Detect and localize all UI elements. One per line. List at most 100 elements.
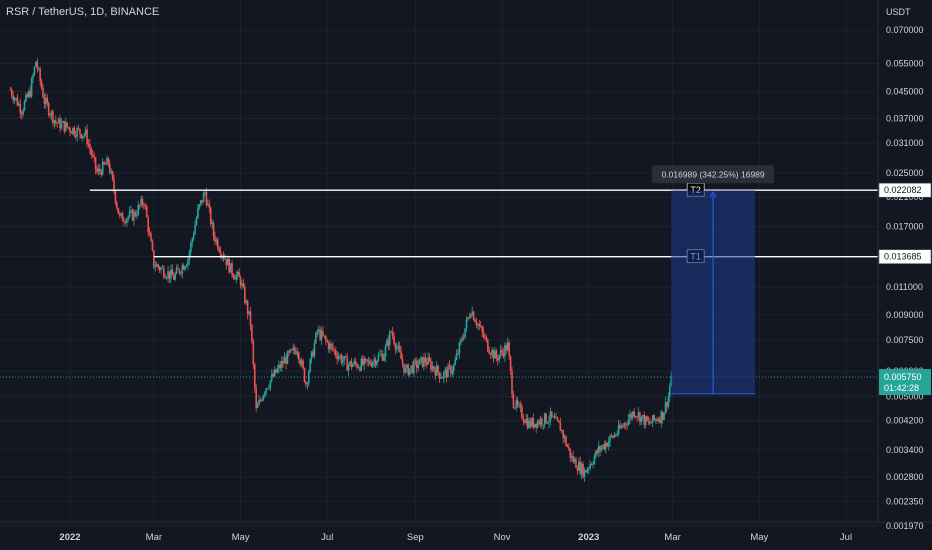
candle-body: [407, 364, 410, 376]
candle-body: [110, 171, 113, 173]
candle-body: [421, 357, 424, 367]
candle: [215, 237, 218, 246]
candle: [190, 240, 192, 257]
candle-body: [262, 395, 265, 401]
candle: [93, 151, 95, 163]
y-tick-label: 0.011000: [886, 282, 923, 292]
candle-body: [376, 361, 378, 365]
candle-body: [353, 361, 356, 365]
candle: [108, 159, 111, 175]
candle-body: [531, 418, 533, 427]
candle-body: [143, 204, 145, 206]
candle-body: [312, 351, 314, 357]
candle: [114, 190, 117, 206]
candle: [289, 348, 292, 354]
candle-body: [411, 365, 414, 373]
candle: [201, 200, 203, 205]
candle: [632, 410, 634, 421]
candle: [339, 354, 341, 360]
candle: [536, 419, 539, 429]
candle-body: [313, 343, 316, 357]
candle: [36, 57, 39, 73]
candle: [562, 429, 564, 444]
candle: [205, 187, 208, 208]
candle-body: [418, 358, 421, 365]
candle: [442, 370, 445, 383]
level-price-badges: 0.022082 0.013685: [878, 182, 932, 264]
time-axis[interactable]: 2022 Mar May Jul Sep Nov 2023 Mar May Jul: [59, 532, 852, 543]
candle-body: [49, 115, 51, 116]
candle: [425, 357, 428, 369]
projection-box[interactable]: 0.016989 (342.25%) 16989: [652, 165, 775, 395]
candle: [433, 365, 435, 373]
candle-body: [192, 234, 195, 239]
candle-body: [525, 418, 528, 424]
candle: [575, 456, 577, 468]
candle-body: [76, 128, 78, 137]
candle-body: [249, 311, 252, 326]
candle: [552, 415, 555, 418]
candle-body: [613, 434, 616, 438]
candle-body: [610, 435, 613, 437]
candle: [282, 356, 284, 368]
candle: [195, 215, 198, 227]
candle: [96, 165, 98, 175]
candle: [334, 346, 337, 359]
candle: [234, 274, 236, 280]
candle-body: [201, 200, 203, 203]
candle: [333, 348, 336, 356]
candle-body: [586, 469, 589, 473]
candle: [13, 96, 16, 105]
y-tick-label: 0.003400: [886, 445, 924, 455]
candle: [352, 362, 354, 368]
candle: [437, 364, 439, 376]
projection-label-bg: [652, 165, 775, 184]
candle: [580, 461, 583, 479]
candle-body: [475, 322, 478, 326]
candle-body: [559, 422, 562, 431]
y-tick-label: 0.025000: [886, 168, 924, 178]
candle-body: [150, 233, 152, 242]
candle-body: [330, 343, 333, 346]
candle-body: [546, 422, 549, 424]
candle-body: [646, 416, 648, 421]
candle: [69, 126, 71, 137]
candle: [295, 346, 297, 356]
candle: [644, 415, 647, 429]
candle: [52, 109, 54, 127]
candle-body: [283, 357, 286, 364]
candle-body: [469, 314, 472, 318]
candle-body: [13, 98, 16, 101]
candle-body: [477, 324, 479, 326]
candle: [118, 211, 121, 219]
candle-body: [424, 357, 427, 362]
candle-body: [300, 360, 303, 365]
candle: [80, 133, 83, 140]
candle-body: [478, 324, 481, 327]
candle-body: [481, 326, 483, 332]
candle-body: [451, 370, 454, 374]
candle: [455, 349, 458, 361]
candle: [67, 126, 70, 130]
candle-body: [590, 464, 593, 466]
candle-body: [406, 364, 408, 368]
symbol-title[interactable]: RSR / TetherUS, 1D, BINANCE: [6, 6, 160, 18]
candle: [637, 407, 640, 421]
candle-body: [276, 368, 279, 373]
candle: [506, 337, 509, 352]
candle: [147, 215, 149, 238]
candle-body: [447, 365, 449, 378]
candle-body: [383, 356, 385, 361]
candle-body: [438, 372, 441, 379]
candle-body: [47, 103, 50, 116]
candle: [15, 97, 17, 102]
candle-body: [558, 420, 560, 423]
candle-body: [39, 68, 41, 82]
candle-body: [91, 154, 94, 156]
candle: [296, 347, 299, 359]
candle: [272, 370, 275, 378]
candle: [305, 380, 307, 388]
candle-body: [164, 276, 167, 278]
candle-body: [323, 335, 326, 337]
